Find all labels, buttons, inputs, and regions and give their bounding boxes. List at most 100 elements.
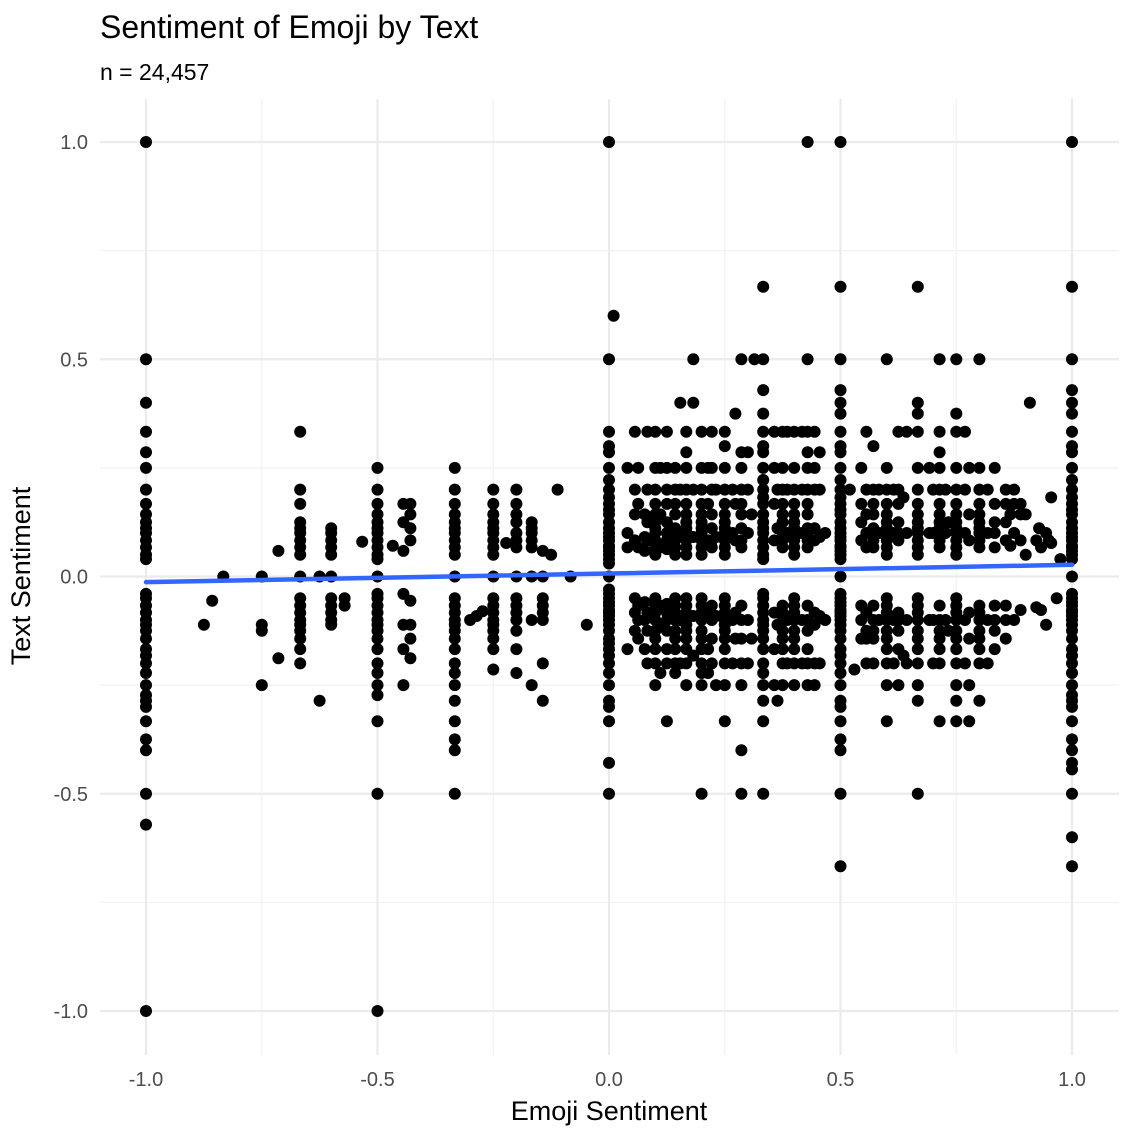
data-point: [294, 643, 307, 656]
data-point: [1066, 384, 1078, 397]
data-point: [880, 497, 893, 510]
data-point: [705, 508, 718, 521]
data-point: [735, 541, 748, 554]
data-point: [140, 553, 152, 566]
x-tick-label: -0.5: [360, 1069, 394, 1091]
data-point: [1066, 763, 1078, 776]
data-point: [702, 497, 715, 510]
data-point: [911, 497, 924, 510]
data-point: [551, 483, 564, 496]
data-point: [654, 667, 667, 679]
data-point: [603, 657, 615, 670]
data-point: [1066, 407, 1078, 420]
data-point: [999, 483, 1012, 496]
data-point: [371, 689, 384, 702]
data-point: [718, 632, 731, 645]
data-point: [834, 700, 847, 713]
y-tick-label: -0.5: [54, 784, 88, 806]
data-point: [933, 599, 946, 612]
data-point: [510, 483, 523, 496]
data-point: [718, 425, 731, 438]
data-point: [649, 679, 662, 692]
data-point: [950, 643, 963, 656]
data-point: [801, 643, 814, 656]
data-point: [325, 618, 338, 631]
data-point: [638, 596, 651, 609]
data-point: [628, 425, 641, 438]
data-point: [911, 483, 924, 496]
data-point: [843, 483, 856, 496]
data-point: [757, 461, 770, 474]
data-point: [1066, 632, 1078, 645]
data-point: [448, 667, 461, 679]
data-point: [140, 787, 152, 800]
data-point: [911, 425, 924, 438]
data-point: [950, 614, 963, 626]
data-point: [255, 679, 268, 692]
data-point: [813, 446, 826, 459]
data-point: [834, 787, 847, 800]
data-point: [988, 541, 1001, 554]
data-point: [834, 553, 847, 566]
data-point: [448, 733, 461, 746]
data-point: [356, 535, 369, 548]
data-point: [892, 614, 905, 626]
data-point: [487, 548, 500, 561]
data-point: [834, 446, 847, 459]
data-point: [680, 461, 693, 474]
data-point: [939, 483, 952, 496]
data-point: [911, 548, 924, 561]
data-point: [621, 461, 634, 474]
data-point: [867, 497, 880, 510]
data-point: [525, 679, 538, 692]
data-point: [680, 446, 693, 459]
data-point: [603, 425, 615, 438]
data-point: [649, 425, 662, 438]
data-point: [1035, 604, 1047, 616]
data-point: [705, 541, 718, 554]
data-point: [680, 657, 693, 670]
data-point: [695, 657, 708, 670]
data-point: [768, 643, 781, 656]
data-point: [880, 715, 893, 728]
data-point: [950, 353, 963, 366]
data-point: [649, 643, 662, 656]
data-point: [973, 694, 986, 707]
data-point: [632, 632, 645, 645]
data-point: [448, 548, 461, 561]
data-point: [973, 643, 986, 656]
data-point: [788, 632, 801, 645]
data-point: [776, 516, 789, 529]
data-point: [1045, 537, 1058, 549]
data-point: [768, 606, 781, 619]
data-point: [973, 614, 986, 626]
data-point: [687, 353, 700, 366]
data-point: [404, 508, 417, 521]
data-point: [695, 787, 708, 800]
data-point: [397, 544, 410, 557]
data-point: [404, 497, 417, 510]
data-point: [628, 508, 641, 521]
data-point: [735, 497, 748, 510]
data-point: [448, 632, 461, 645]
data-point: [628, 483, 641, 496]
data-point: [973, 632, 986, 645]
data-point: [649, 632, 662, 645]
data-point: [933, 657, 946, 670]
data-point: [933, 461, 946, 474]
data-point: [1023, 396, 1036, 409]
data-point: [660, 497, 673, 510]
data-point: [718, 548, 731, 561]
data-point: [680, 679, 693, 692]
data-point: [757, 384, 770, 397]
data-point: [1014, 497, 1027, 510]
data-point: [776, 541, 789, 554]
data-point: [397, 679, 410, 692]
data-point: [660, 614, 673, 626]
data-point: [448, 679, 461, 692]
data-point: [959, 657, 971, 670]
data-point: [808, 522, 821, 535]
data-point: [808, 679, 821, 692]
data-point: [1004, 508, 1017, 521]
data-point: [988, 624, 1001, 637]
